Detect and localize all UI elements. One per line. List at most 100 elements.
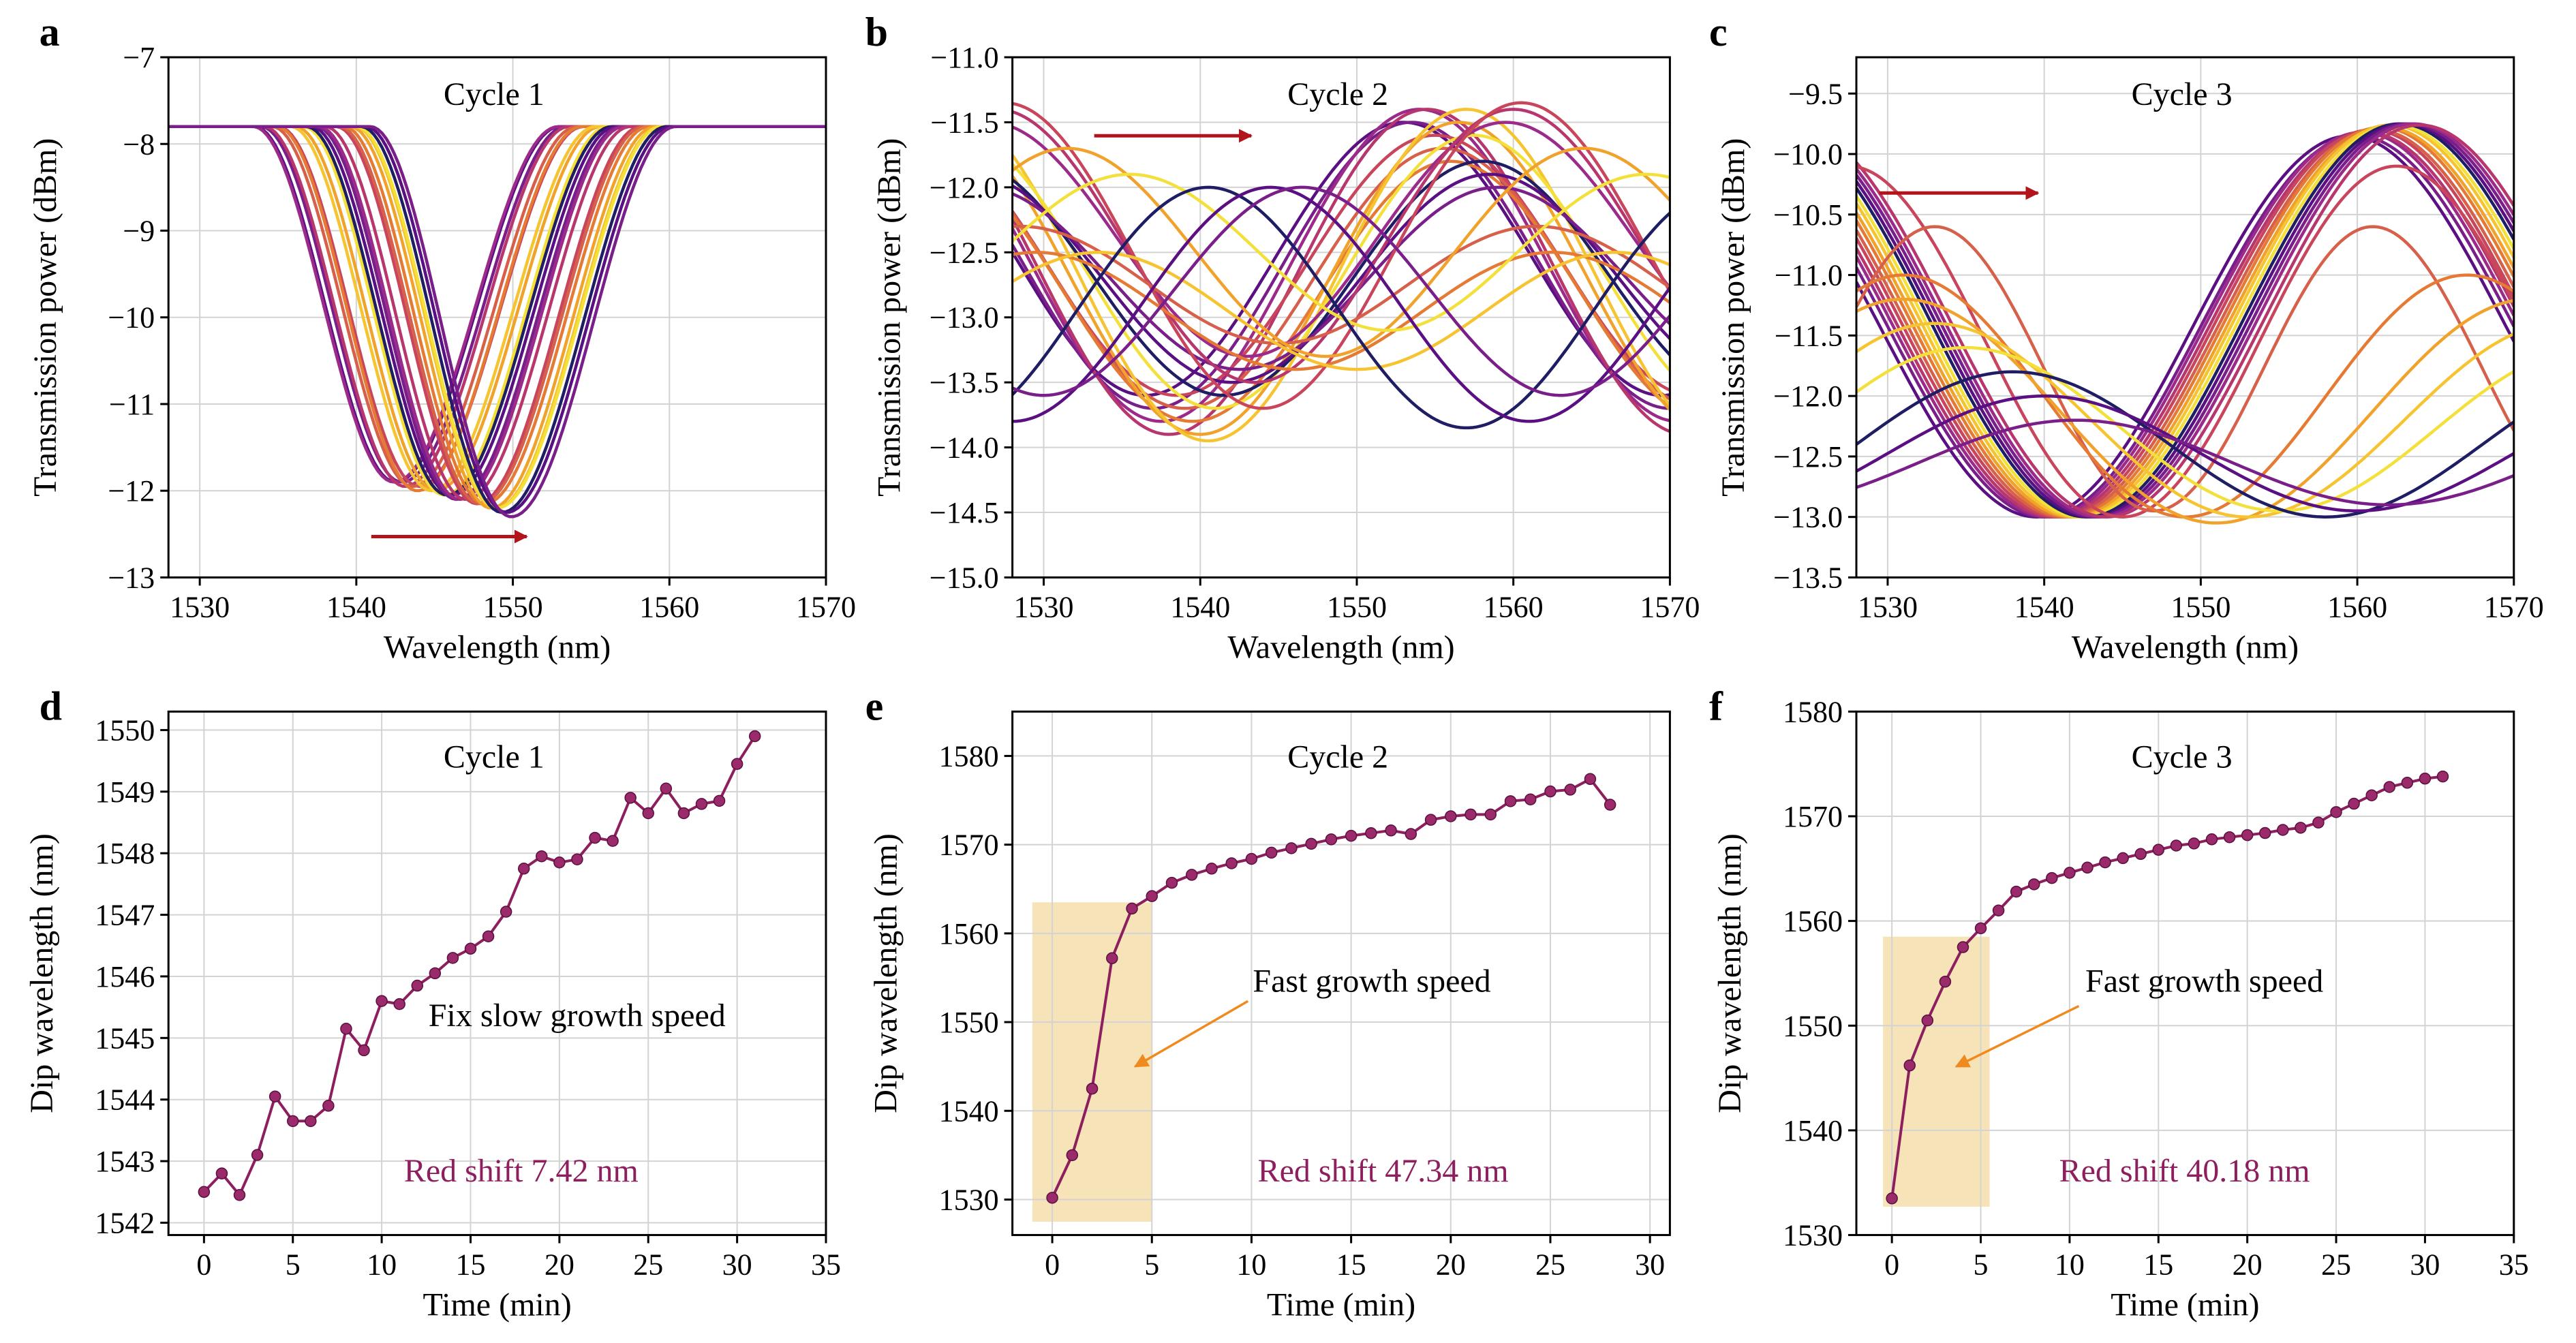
y-tick-label: 1550 — [95, 713, 155, 747]
x-tick-label: 1540 — [326, 590, 386, 623]
data-point — [2010, 885, 2023, 898]
plot-frame — [1855, 56, 2515, 578]
data-point — [2064, 867, 2076, 879]
panel-letter: b — [865, 10, 888, 55]
data-point — [748, 730, 761, 743]
data-point — [589, 831, 601, 844]
data-point — [429, 967, 442, 980]
y-tick-label: −14.0 — [930, 431, 999, 465]
spectrum-curve — [168, 125, 826, 497]
spectrum-curve — [1012, 134, 1670, 410]
spectrum-curve — [1012, 251, 1670, 371]
y-tick-label: −12.0 — [930, 171, 999, 204]
data-point — [1484, 808, 1497, 821]
spectrum-curve — [1856, 370, 2514, 519]
panel-letter: d — [40, 683, 62, 728]
x-tick-label: 30 — [722, 1248, 752, 1282]
growth-note: Fast growth speed — [2085, 963, 2323, 999]
x-tick-label: 1560 — [1484, 590, 1544, 623]
y-tick-label: −9.5 — [1788, 77, 1843, 110]
spectrum-curve — [168, 125, 826, 519]
spectrum-curve — [1856, 128, 2514, 519]
data-point — [1345, 829, 1358, 842]
plot-area — [1856, 122, 2514, 525]
data-point — [233, 1189, 246, 1201]
x-tick-label: 1560 — [639, 590, 699, 623]
y-tick-label: 1530 — [1783, 1219, 1843, 1252]
data-point — [1604, 799, 1616, 811]
x-tick-label: 35 — [2499, 1248, 2529, 1282]
red-shift-label: Red shift 47.34 nm — [1258, 1153, 1509, 1189]
data-point — [2046, 871, 2058, 884]
data-point — [251, 1149, 264, 1161]
x-tick-label: 1530 — [1014, 590, 1074, 623]
spectrum-curve — [1856, 122, 2514, 519]
spectrum-curve — [1856, 418, 2514, 507]
data-point — [2277, 824, 2289, 836]
x-tick-label: 20 — [1436, 1248, 1466, 1282]
plot-frame — [1855, 710, 2515, 1237]
y-tick-label: 1549 — [95, 775, 155, 809]
spectrum-curve — [1856, 345, 2514, 513]
x-tick-label: 30 — [2410, 1248, 2440, 1282]
x-tick-label: 25 — [633, 1248, 663, 1282]
data-point — [2401, 777, 2414, 789]
y-axis-title: Dip wavelength (nm) — [868, 833, 904, 1113]
data-point — [358, 1044, 370, 1057]
y-tick-label: 1545 — [95, 1021, 155, 1055]
data-point — [1424, 814, 1437, 826]
data-point — [446, 952, 459, 964]
x-tick-label: 1530 — [170, 590, 230, 623]
data-point — [1305, 837, 1317, 850]
data-point — [269, 1090, 281, 1102]
plot-area — [168, 125, 826, 519]
plot-area — [1886, 770, 2449, 1205]
y-axis-title: Dip wavelength (nm) — [1712, 833, 1748, 1113]
data-point — [1921, 1014, 1934, 1027]
y-tick-label: −12.0 — [1773, 380, 1843, 413]
y-tick-label: −11.5 — [1775, 319, 1843, 352]
cycle-label: Cycle 2 — [1287, 739, 1388, 775]
data-point — [1524, 793, 1537, 805]
y-tick-label: −13 — [108, 561, 155, 594]
data-point — [1285, 842, 1298, 854]
data-point — [1086, 1082, 1099, 1095]
spectrum-curve — [168, 125, 826, 493]
x-tick-label: 0 — [196, 1248, 211, 1282]
y-tick-label: −7 — [123, 41, 155, 74]
red-shift-label: Red shift 7.42 nm — [404, 1153, 639, 1189]
data-point — [215, 1167, 228, 1179]
y-tick-label: −13.0 — [930, 301, 999, 335]
panel-f: 0 5 10 15 20 25 30 35 1530 1540 1550 1560 1570 1580 Ti… — [1709, 683, 2529, 1323]
x-tick-label: 1540 — [2014, 590, 2074, 623]
spectrum-curve — [1012, 159, 1670, 423]
x-tick-label: 15 — [1336, 1248, 1366, 1282]
spectrum-curve — [1012, 108, 1670, 436]
data-point — [1544, 785, 1557, 798]
data-point — [1185, 869, 1198, 881]
data-point — [2170, 839, 2183, 852]
y-tick-label: 1547 — [95, 899, 155, 932]
data-point — [624, 792, 637, 804]
y-tick-label: 1540 — [1783, 1114, 1843, 1147]
x-axis-title: Wavelength (nm) — [1227, 629, 1454, 665]
note-arrow — [1133, 1000, 1249, 1068]
x-tick-label: 1570 — [796, 590, 856, 623]
panel-a: 1530 1540 1550 1560 1570 −13 −12 −11 −10 −9 −8 −7 Wa… — [27, 10, 856, 665]
data-point — [1365, 827, 1377, 839]
growth-note: Fix slow growth speed — [429, 998, 726, 1034]
y-tick-label: −12.5 — [1773, 440, 1843, 474]
data-point — [1126, 902, 1138, 915]
y-tick-label: 1540 — [939, 1094, 999, 1128]
y-tick-label: −10.5 — [1773, 198, 1843, 232]
data-point — [553, 856, 566, 869]
plot-area — [1012, 101, 1670, 443]
y-tick-label: −8 — [123, 127, 155, 161]
data-point — [1245, 852, 1258, 865]
x-tick-label: 25 — [2321, 1248, 2351, 1282]
spectrum-curve — [1012, 108, 1670, 423]
x-axis-title: Wavelength (nm) — [384, 629, 611, 665]
spectrum-curve — [1012, 185, 1670, 430]
spectrum-curve — [168, 125, 826, 493]
data-point — [2028, 878, 2040, 891]
